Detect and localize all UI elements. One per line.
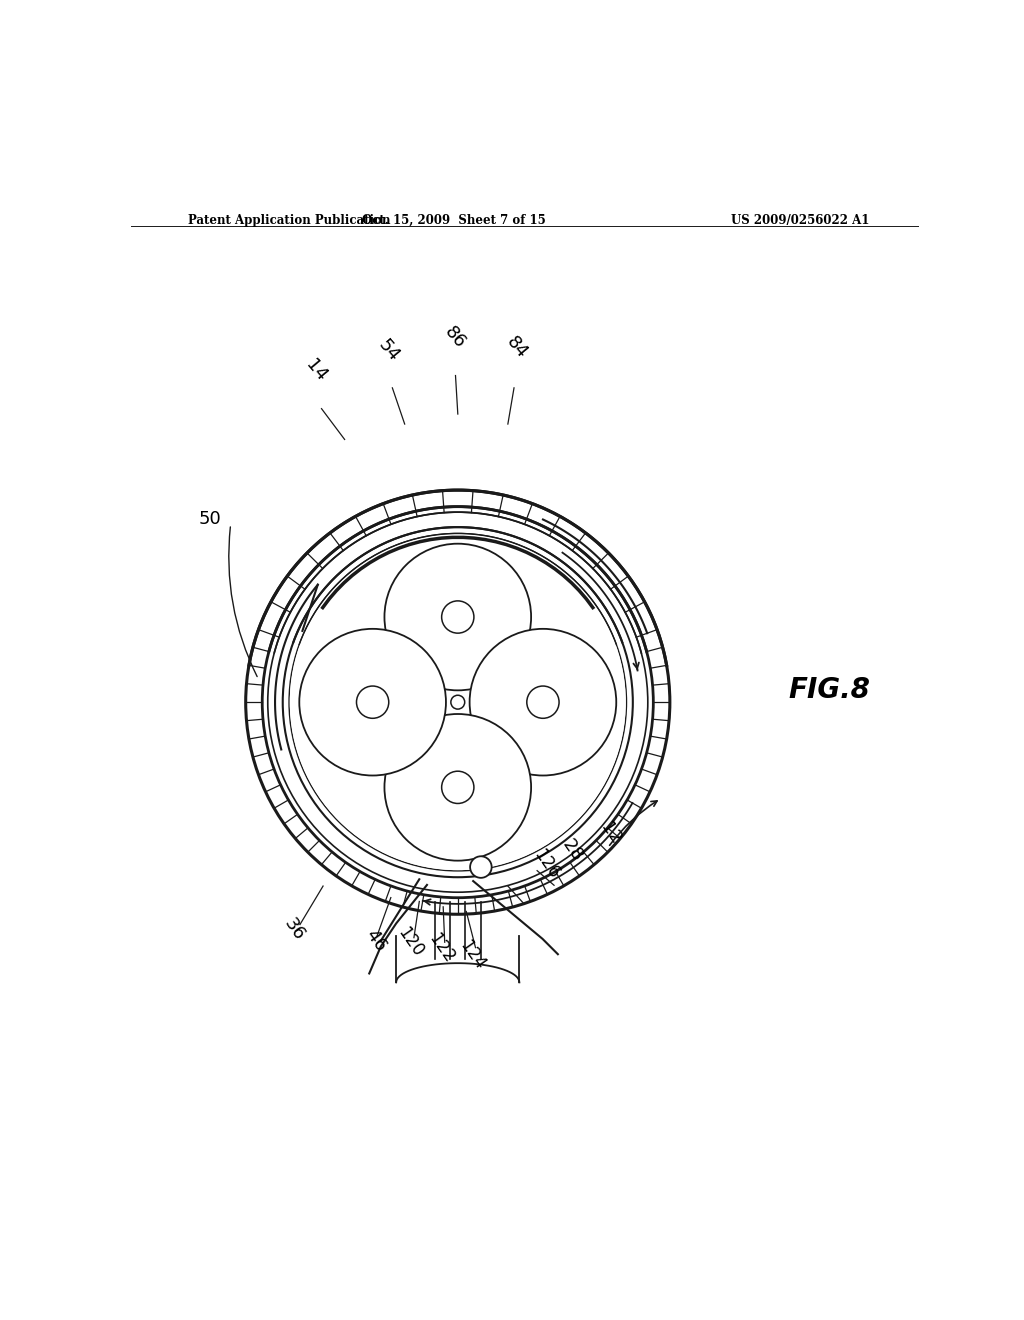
Text: 122: 122	[425, 931, 458, 966]
Circle shape	[384, 714, 531, 861]
Text: 46: 46	[361, 927, 389, 956]
Circle shape	[356, 686, 389, 718]
Text: 28: 28	[558, 836, 586, 866]
Text: 36: 36	[281, 915, 308, 944]
Text: FIG.8: FIG.8	[788, 676, 870, 704]
Text: 50: 50	[199, 510, 221, 528]
Circle shape	[290, 535, 626, 870]
Circle shape	[470, 628, 616, 776]
Text: Oct. 15, 2009  Sheet 7 of 15: Oct. 15, 2009 Sheet 7 of 15	[362, 214, 546, 227]
Circle shape	[470, 857, 492, 878]
Text: US 2009/0256022 A1: US 2009/0256022 A1	[731, 214, 869, 227]
Text: 84: 84	[503, 334, 531, 363]
Circle shape	[384, 544, 531, 690]
Circle shape	[441, 601, 474, 634]
Text: 14: 14	[301, 356, 330, 385]
Circle shape	[441, 771, 474, 804]
Text: 12: 12	[596, 818, 625, 847]
Text: Patent Application Publication: Patent Application Publication	[188, 214, 391, 227]
Text: 126: 126	[529, 846, 562, 882]
Circle shape	[451, 696, 465, 709]
Text: 120: 120	[394, 924, 427, 961]
Text: 54: 54	[375, 335, 403, 364]
Text: 86: 86	[441, 323, 469, 352]
Circle shape	[299, 628, 446, 776]
Text: 124: 124	[456, 937, 488, 973]
Circle shape	[526, 686, 559, 718]
